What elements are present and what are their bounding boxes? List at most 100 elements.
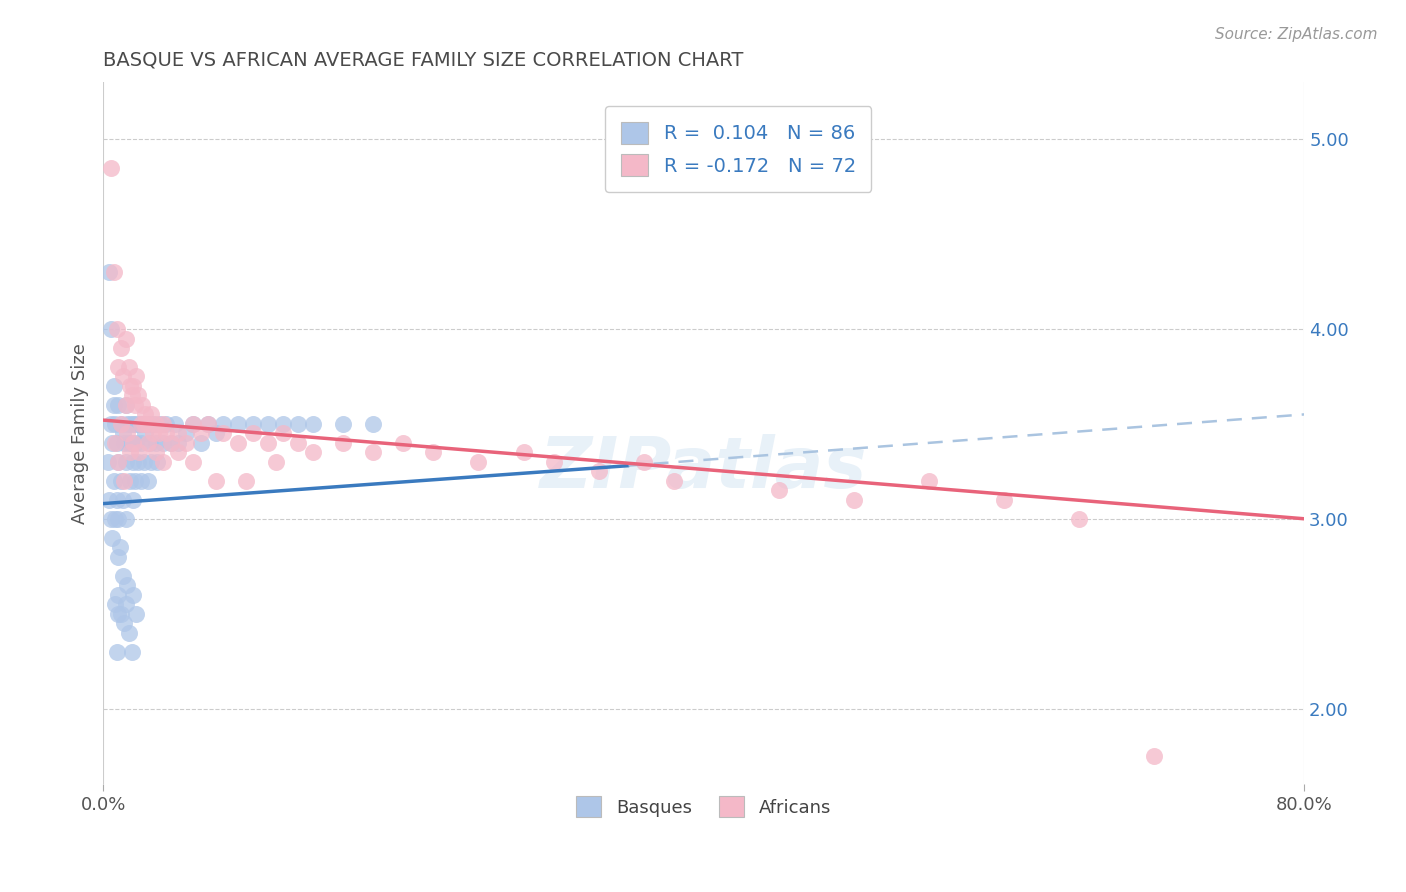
Point bbox=[125, 435, 148, 450]
Point bbox=[136, 435, 159, 450]
Point bbox=[392, 435, 415, 450]
Point bbox=[129, 417, 152, 431]
Point bbox=[1067, 512, 1090, 526]
Point bbox=[111, 426, 134, 441]
Point bbox=[141, 455, 163, 469]
Point bbox=[131, 398, 153, 412]
Point bbox=[131, 417, 153, 431]
Point bbox=[120, 474, 142, 488]
Point bbox=[125, 607, 148, 621]
Point bbox=[125, 369, 148, 384]
Point bbox=[121, 388, 143, 402]
Point bbox=[145, 417, 167, 431]
Point bbox=[107, 398, 129, 412]
Point bbox=[105, 644, 128, 658]
Text: Source: ZipAtlas.com: Source: ZipAtlas.com bbox=[1215, 27, 1378, 42]
Point bbox=[122, 455, 145, 469]
Point bbox=[167, 426, 190, 441]
Y-axis label: Average Family Size: Average Family Size bbox=[72, 343, 89, 524]
Point bbox=[112, 435, 135, 450]
Point bbox=[271, 417, 294, 431]
Point bbox=[190, 435, 212, 450]
Point bbox=[242, 426, 264, 441]
Point bbox=[108, 540, 131, 554]
Point bbox=[204, 426, 226, 441]
Point bbox=[141, 408, 163, 422]
Point bbox=[257, 435, 280, 450]
Point bbox=[226, 417, 249, 431]
Point bbox=[165, 417, 187, 431]
Point bbox=[302, 417, 325, 431]
Point bbox=[122, 492, 145, 507]
Point bbox=[103, 379, 125, 393]
Point bbox=[120, 445, 142, 459]
Point bbox=[110, 607, 132, 621]
Point bbox=[111, 492, 134, 507]
Point bbox=[104, 597, 127, 611]
Point bbox=[155, 426, 177, 441]
Point bbox=[100, 322, 122, 336]
Point bbox=[152, 455, 174, 469]
Point bbox=[142, 426, 165, 441]
Point bbox=[101, 531, 124, 545]
Point bbox=[115, 417, 138, 431]
Point bbox=[101, 435, 124, 450]
Point bbox=[204, 474, 226, 488]
Point bbox=[136, 417, 159, 431]
Point bbox=[226, 435, 249, 450]
Point bbox=[181, 417, 204, 431]
Point bbox=[98, 265, 121, 279]
Point bbox=[197, 417, 219, 431]
Point bbox=[107, 549, 129, 564]
Point bbox=[181, 417, 204, 431]
Point bbox=[110, 341, 132, 355]
Point bbox=[114, 331, 136, 345]
Point bbox=[167, 445, 190, 459]
Point bbox=[302, 445, 325, 459]
Point bbox=[114, 455, 136, 469]
Point bbox=[155, 417, 177, 431]
Point bbox=[148, 426, 170, 441]
Point bbox=[103, 474, 125, 488]
Point bbox=[127, 455, 149, 469]
Point bbox=[114, 398, 136, 412]
Point bbox=[112, 616, 135, 631]
Point bbox=[242, 417, 264, 431]
Point bbox=[107, 455, 129, 469]
Point bbox=[271, 426, 294, 441]
Point bbox=[332, 435, 354, 450]
Point bbox=[842, 492, 865, 507]
Point bbox=[145, 445, 167, 459]
Text: BASQUE VS AFRICAN AVERAGE FAMILY SIZE CORRELATION CHART: BASQUE VS AFRICAN AVERAGE FAMILY SIZE CO… bbox=[103, 51, 744, 70]
Point bbox=[993, 492, 1015, 507]
Point bbox=[110, 474, 132, 488]
Point bbox=[118, 625, 141, 640]
Point bbox=[98, 492, 121, 507]
Point bbox=[287, 417, 309, 431]
Point bbox=[118, 435, 141, 450]
Point bbox=[100, 161, 122, 175]
Point bbox=[104, 435, 127, 450]
Point bbox=[100, 417, 122, 431]
Point bbox=[105, 322, 128, 336]
Point bbox=[633, 455, 655, 469]
Point bbox=[136, 474, 159, 488]
Point bbox=[142, 417, 165, 431]
Point bbox=[114, 512, 136, 526]
Point bbox=[145, 435, 167, 450]
Point bbox=[121, 435, 143, 450]
Point bbox=[197, 417, 219, 431]
Point bbox=[129, 474, 152, 488]
Point bbox=[120, 417, 142, 431]
Point bbox=[128, 445, 150, 459]
Point bbox=[212, 417, 235, 431]
Point bbox=[159, 435, 181, 450]
Point bbox=[363, 445, 385, 459]
Point bbox=[167, 435, 190, 450]
Point bbox=[146, 455, 169, 469]
Point bbox=[152, 435, 174, 450]
Point bbox=[174, 426, 197, 441]
Point bbox=[1143, 748, 1166, 763]
Point bbox=[107, 607, 129, 621]
Text: ZIPatlas: ZIPatlas bbox=[540, 434, 868, 503]
